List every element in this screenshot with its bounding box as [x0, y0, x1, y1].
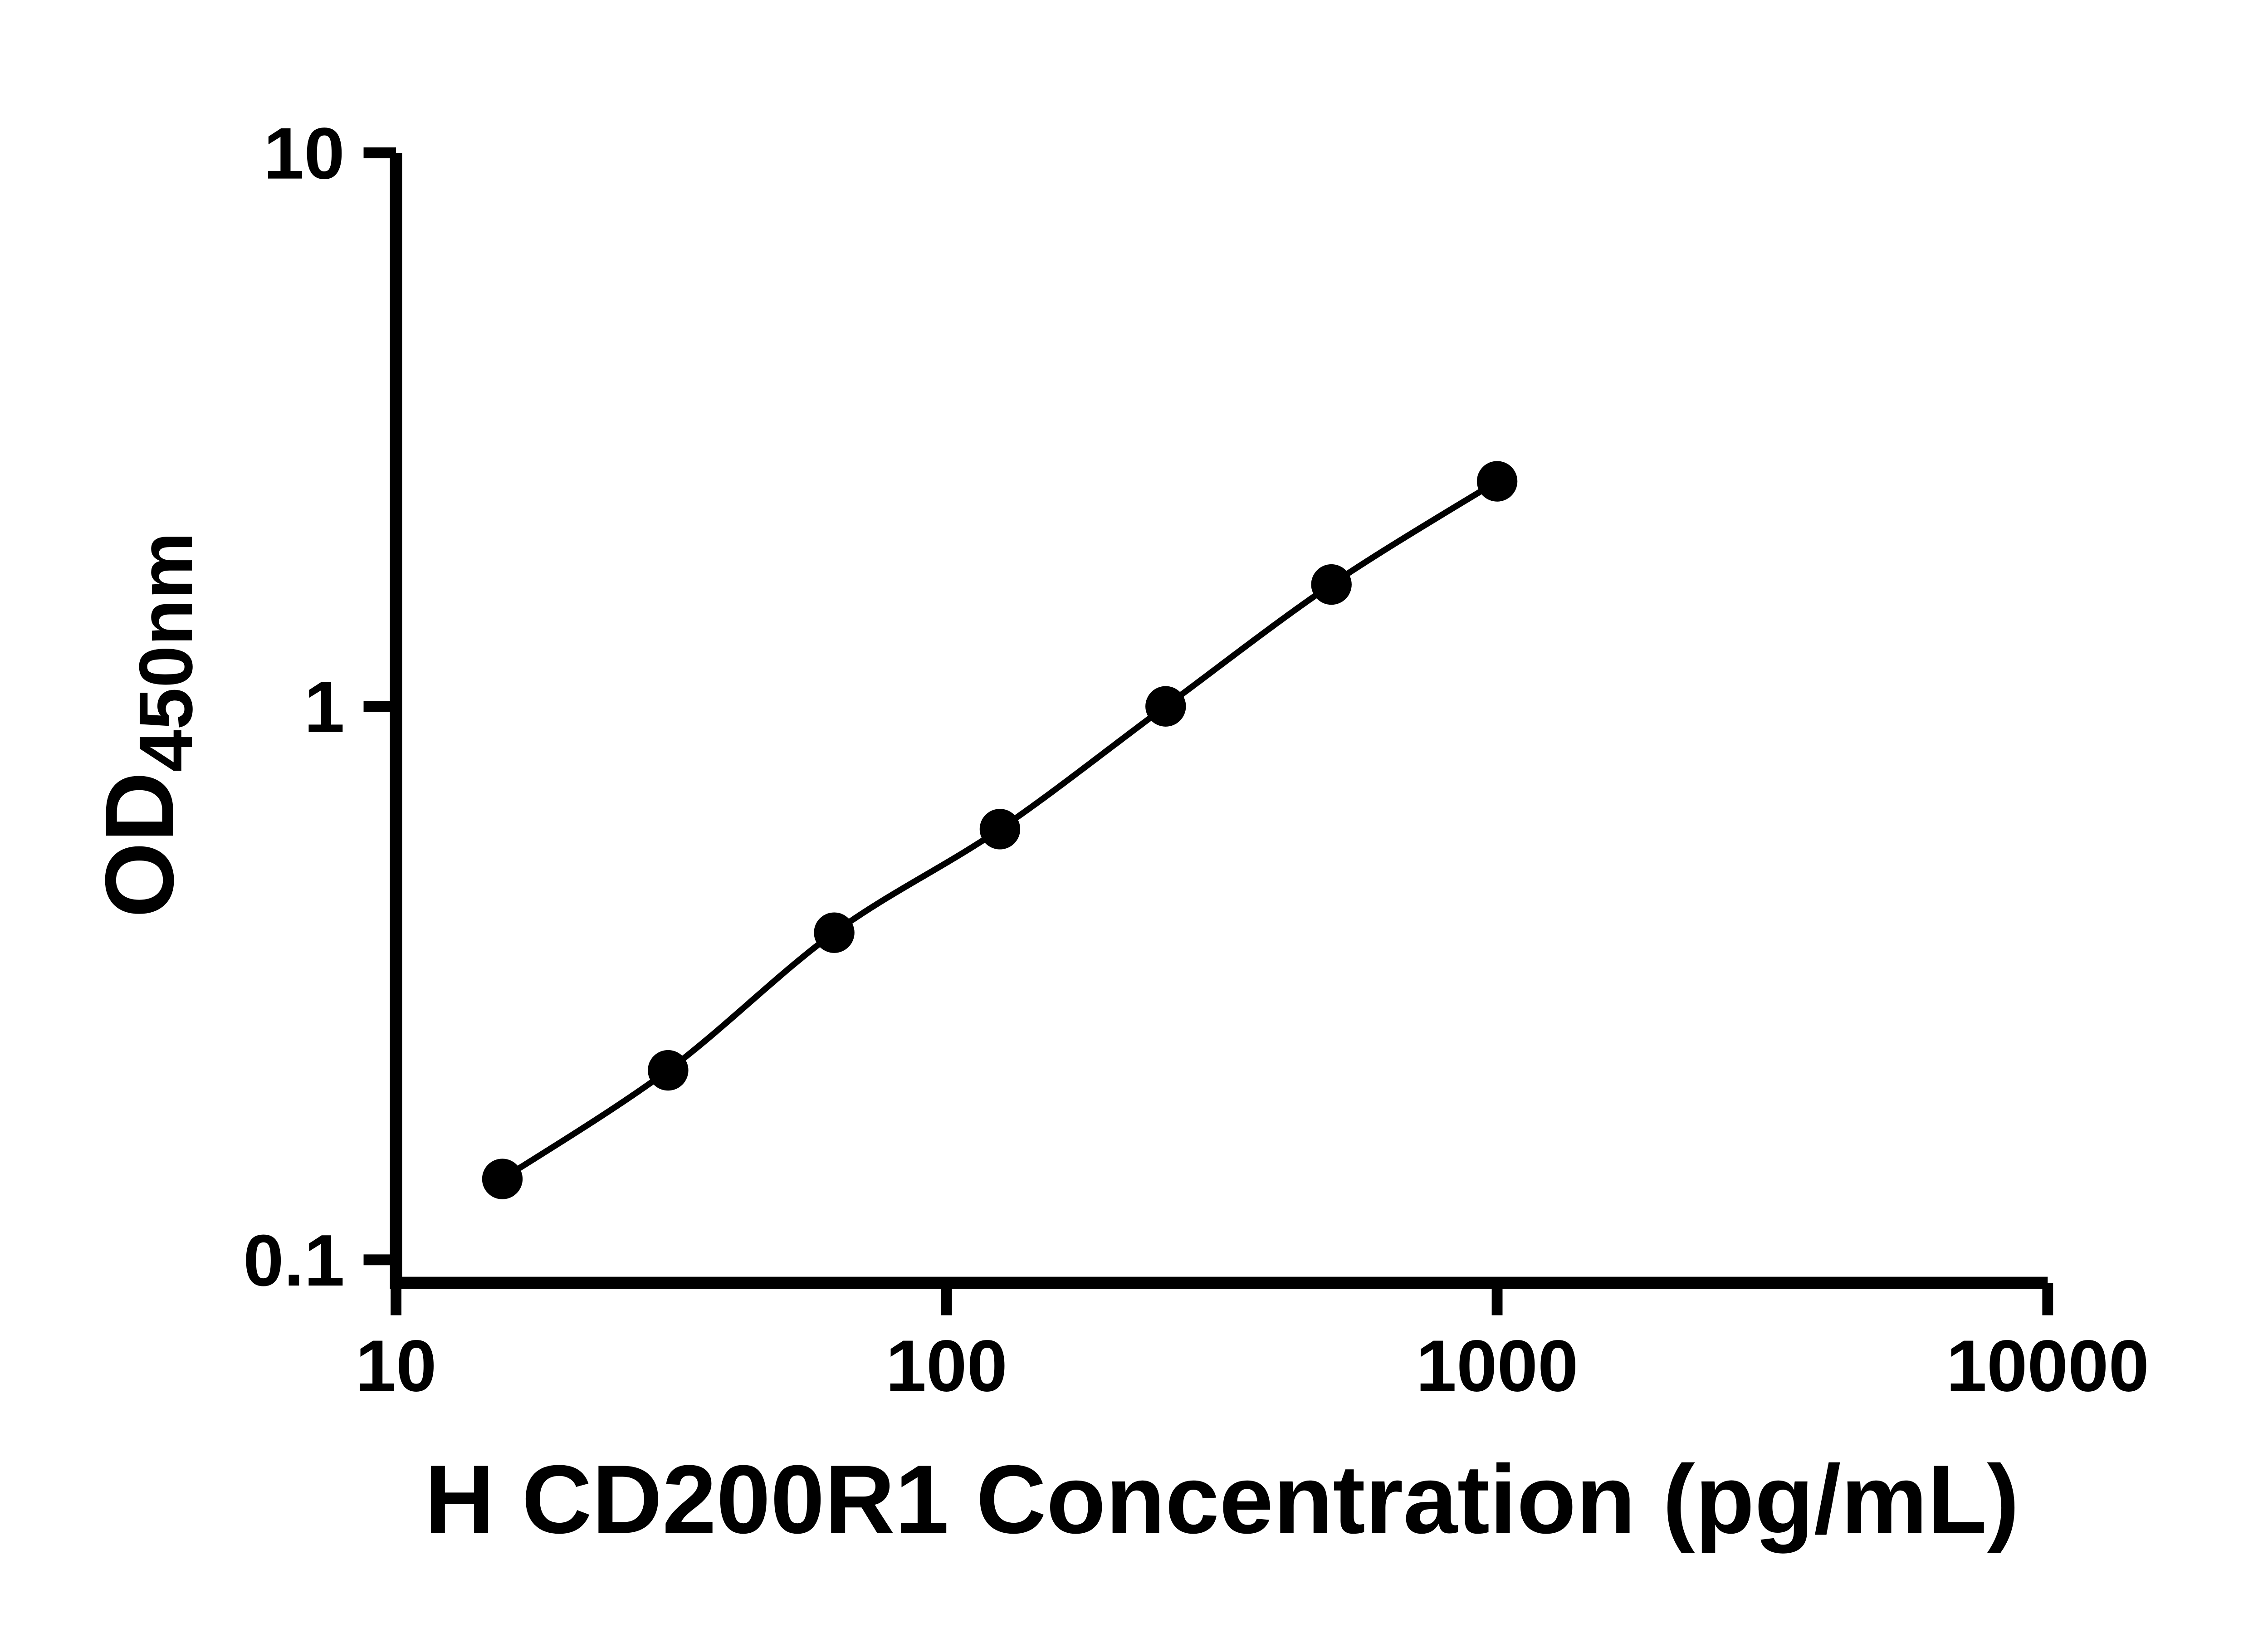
x-axis-title: H CD200R1 Concentration (pg/mL): [425, 1445, 2019, 1554]
x-axis-tick-label: 100: [886, 1325, 1007, 1407]
data-point: [814, 912, 855, 953]
data-point: [1311, 564, 1352, 605]
y-axis-tick-label: 10: [264, 113, 345, 195]
x-axis-tick-label: 1000: [1416, 1325, 1579, 1407]
x-axis-tick-label: 10000: [1946, 1325, 2149, 1407]
y-axis-title: OD450nm: [85, 532, 208, 918]
y-axis-tick-label: 1: [304, 666, 344, 748]
data-point: [1145, 686, 1186, 727]
y-axis-title-main: OD: [85, 772, 194, 918]
chart-background: [0, 5, 2268, 1628]
y-axis-title-subscript: 450nm: [124, 532, 208, 772]
data-point: [482, 1159, 523, 1199]
x-axis-tick-label: 10: [356, 1325, 437, 1407]
data-point: [648, 1050, 689, 1091]
y-axis-tick-label: 0.1: [243, 1220, 345, 1301]
data-point: [979, 809, 1021, 850]
data-point: [1476, 461, 1518, 502]
